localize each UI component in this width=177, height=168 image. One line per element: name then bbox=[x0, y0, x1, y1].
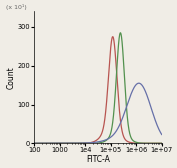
X-axis label: FITC-A: FITC-A bbox=[86, 155, 110, 164]
Text: (x 10¹): (x 10¹) bbox=[6, 4, 27, 10]
Y-axis label: Count: Count bbox=[7, 66, 16, 89]
